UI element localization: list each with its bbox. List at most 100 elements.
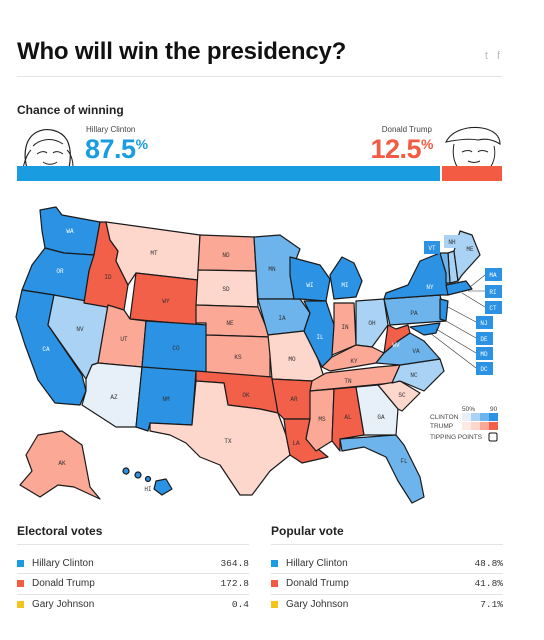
popular-value: 48.8% — [474, 557, 503, 569]
legend-tipping: TIPPING POINTS — [430, 434, 483, 441]
chance-bar-gap — [439, 166, 442, 181]
label-la: LA — [292, 440, 300, 447]
state-ny[interactable] — [383, 252, 449, 300]
us-map: WA OR CA NV ID MT WY UT AZ CO NM ND SD N… — [15, 206, 502, 504]
legend-trump: TRUMP — [430, 423, 453, 430]
label-nc: NC — [410, 372, 418, 379]
label-hi: HI — [144, 486, 151, 493]
label-ks: KS — [234, 354, 242, 361]
label-me: ME — [466, 246, 474, 253]
box-nh-label: NH — [448, 239, 456, 246]
state-oh[interactable] — [355, 298, 389, 348]
electoral-divider — [17, 544, 249, 545]
state-in[interactable] — [331, 302, 357, 356]
electoral-title: Electoral votes — [17, 524, 103, 538]
electoral-name: Donald Trump — [32, 578, 95, 589]
label-or: OR — [56, 268, 64, 275]
state-wv[interactable] — [383, 324, 411, 354]
label-oh: OH — [368, 320, 376, 327]
label-ms: MS — [318, 416, 326, 423]
state-hi[interactable] — [122, 467, 173, 496]
state-wi[interactable] — [289, 256, 331, 302]
electoral-swatch — [17, 559, 24, 567]
share-links: t f — [479, 50, 500, 62]
twitter-icon[interactable]: t — [484, 50, 488, 62]
box-nh[interactable] — [444, 235, 460, 248]
label-ga: GA — [377, 414, 385, 421]
box-de[interactable] — [476, 332, 493, 345]
label-co: CO — [172, 345, 180, 352]
box-nj-label: NJ — [480, 320, 487, 327]
map-legend: 50% 90 CLINTON TRUMP TIPPING POINTS — [430, 406, 498, 442]
box-ct-label: CT — [489, 305, 497, 312]
electoral-swatch — [17, 580, 24, 587]
box-ri[interactable] — [485, 285, 502, 298]
popular-name: Hillary Clinton — [286, 557, 348, 569]
state-ga[interactable] — [355, 384, 399, 436]
box-ri-label: RI — [489, 289, 496, 296]
clinton-portrait-icon — [22, 129, 74, 168]
box-nj[interactable] — [476, 316, 493, 329]
label-ia: IA — [278, 315, 286, 322]
label-mi: MI — [341, 282, 348, 289]
popular-swatch — [271, 580, 278, 587]
state-tx[interactable] — [149, 380, 291, 496]
box-md[interactable] — [476, 347, 493, 360]
popular-swatch — [271, 600, 278, 608]
label-ky: KY — [350, 358, 358, 365]
popular-swatch — [271, 559, 278, 567]
chance-bar — [17, 166, 502, 181]
box-ct[interactable] — [485, 301, 502, 314]
popular-row: Hillary Clinton 48.8% — [271, 554, 503, 572]
state-ak[interactable] — [19, 430, 101, 500]
box-dc[interactable] — [476, 362, 493, 375]
label-ut: UT — [120, 336, 128, 343]
box-dc-label: DC — [480, 366, 488, 373]
label-il: IL — [316, 334, 324, 341]
box-vt[interactable] — [424, 241, 440, 254]
popular-row-divider — [271, 573, 503, 574]
label-mn: MN — [268, 266, 276, 273]
label-tx: TX — [224, 438, 232, 445]
popular-name: Gary Johnson — [286, 598, 349, 610]
label-wy: WY — [162, 298, 170, 305]
electoral-row-divider — [17, 593, 249, 595]
electoral-row: Donald Trump 172.8 — [17, 575, 249, 593]
state-mi[interactable] — [329, 256, 363, 300]
popular-row-divider — [271, 593, 503, 595]
popular-divider — [271, 544, 503, 545]
label-mo: MO — [288, 356, 296, 363]
label-wv: WV — [392, 342, 400, 349]
legend-clinton: CLINTON — [430, 414, 459, 421]
popular-row: Donald Trump 41.8% — [271, 575, 503, 593]
electoral-value: 0.4 — [231, 598, 249, 610]
facebook-icon[interactable]: f — [496, 50, 500, 62]
clinton-name: Hillary Clinton — [86, 125, 136, 134]
state-nj[interactable] — [439, 298, 449, 322]
label-fl: FL — [400, 458, 408, 465]
label-sc: SC — [398, 392, 406, 399]
trump-name: Donald Trump — [381, 125, 432, 134]
box-ma[interactable] — [485, 268, 502, 281]
clinton-chance: 87.5% — [85, 134, 148, 164]
popular-title: Popular vote — [271, 524, 344, 538]
label-az: AZ — [110, 394, 118, 401]
state-me[interactable] — [453, 230, 481, 282]
label-wi: WI — [306, 282, 313, 289]
label-al: AL — [344, 414, 352, 421]
box-ma-label: MA — [489, 272, 497, 279]
electoral-value: 364.8 — [220, 557, 249, 569]
popular-name: Donald Trump — [286, 578, 349, 589]
legend-90: 90 — [490, 406, 498, 413]
label-ar: AR — [290, 396, 298, 403]
state-md[interactable] — [409, 322, 441, 336]
state-vt-shape[interactable] — [439, 252, 451, 284]
label-id: ID — [104, 274, 112, 281]
popular-value: 41.8% — [474, 578, 503, 589]
state-ky[interactable] — [321, 344, 385, 372]
state-fl[interactable] — [339, 434, 425, 504]
label-pa: PA — [410, 310, 418, 317]
state-ma-shape[interactable] — [445, 280, 473, 296]
legend-50: 50% — [462, 406, 475, 413]
chance-bar-clinton — [17, 166, 440, 181]
